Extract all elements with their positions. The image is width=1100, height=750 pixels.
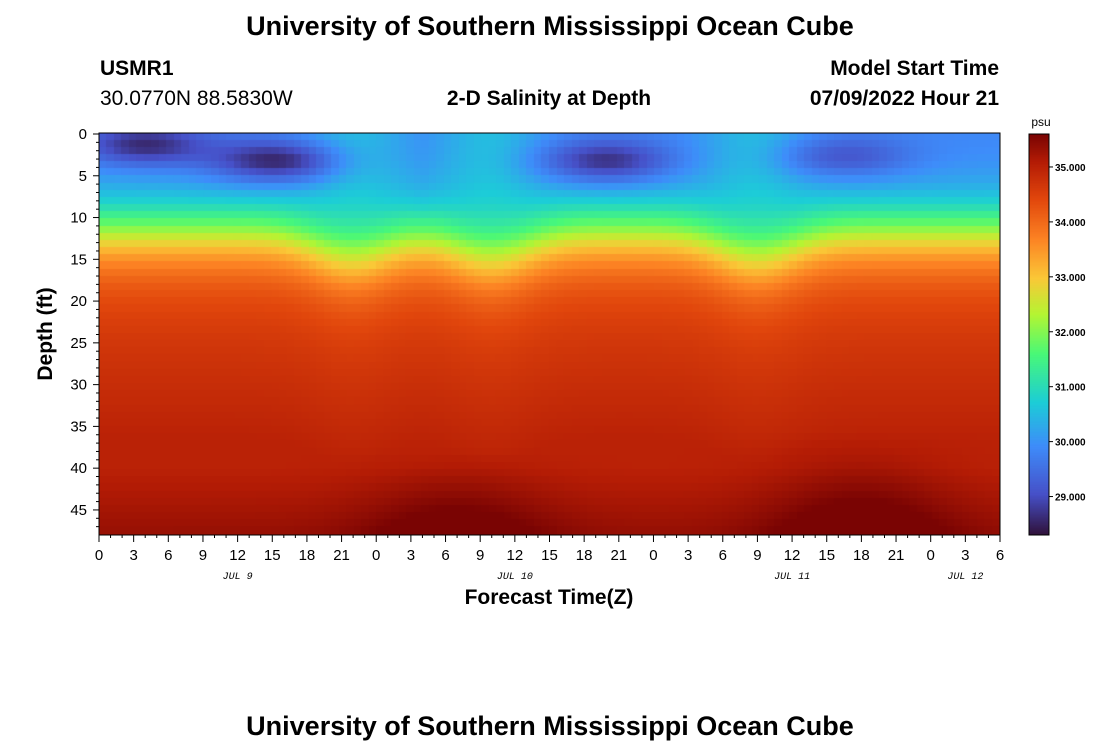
x-tick-label: 0 [372,547,380,564]
y-tick-label: 5 [79,168,87,185]
model-start-label: Model Start Time [830,57,999,80]
date-labels: JUL 9 JUL 10 JUL 11 JUL 12 [223,572,984,583]
y-axis-label: Depth (ft) [34,287,57,380]
colorbar-canvas-holder [1029,134,1049,535]
y-tick-label: 0 [79,126,87,143]
x-tick-label: 3 [129,547,137,564]
colorbar-tick-label: 30.000 [1055,438,1086,449]
model-start-value: 07/09/2022 Hour 21 [810,87,999,110]
colorbar-tick-label: 31.000 [1055,383,1086,394]
x-tick-label: 15 [541,547,558,564]
x-tick-label: 6 [441,547,449,564]
colorbar-ticks: 29.000 30.000 31.000 32.000 33.000 34.000 35.0… [1049,163,1086,504]
station-id: USMR1 [100,57,174,80]
y-tick-label: 15 [70,251,87,268]
x-tick-label: 9 [476,547,484,564]
x-tick-label: 9 [199,547,207,564]
x-tick-label: 0 [95,547,103,564]
heatmap-area [98,132,1001,536]
x-tick-label: 21 [610,547,627,564]
x-tick-label: 6 [719,547,727,564]
y-tick-label: 30 [70,377,87,394]
colorbar-tick-label: 32.000 [1055,328,1086,339]
y-tick-label: 40 [70,460,87,477]
colorbar: psu 29.000 30.000 31.000 32.000 33.000 34.000… [1028,115,1086,536]
x-tick-label: 15 [264,547,281,564]
colorbar-gradient [1029,134,1049,535]
x-tick-label: 6 [164,547,172,564]
salinity-heatmap [99,133,1000,535]
y-axis: 0 5 10 15 20 25 30 35 40 45 [70,126,99,528]
x-tick-label: 3 [961,547,969,564]
x-tick-label: 18 [576,547,593,564]
x-tick-label: 0 [649,547,657,564]
x-axis-label: Forecast Time(Z) [465,586,634,609]
y-tick-label: 25 [70,335,87,352]
x-tick-label: 3 [684,547,692,564]
x-tick-label: 18 [853,547,870,564]
x-tick-label: 21 [888,547,905,564]
x-tick-label: 21 [333,547,350,564]
x-tick-label: 6 [996,547,1004,564]
x-tick-label: 15 [818,547,835,564]
x-axis: 0 3 6 9 12 15 18 21 0 3 6 9 12 15 18 21 0 3 6 9 12 15 18 21 0 3 6 [95,535,1004,564]
chart-title: 2-D Salinity at Depth [447,87,651,110]
colorbar-tick-label: 34.000 [1055,218,1086,229]
x-tick-label: 18 [299,547,316,564]
heatmap-canvas-holder [99,133,1000,535]
x-tick-label: 9 [753,547,761,564]
colorbar-tick-label: 35.000 [1055,163,1086,174]
date-label: JUL 11 [774,572,810,583]
colorbar-tick-label: 33.000 [1055,273,1086,284]
y-tick-label: 20 [70,293,87,310]
y-tick-label: 35 [70,418,87,435]
x-tick-label: 0 [927,547,935,564]
colorbar-unit: psu [1031,115,1050,129]
page-title: University of Southern Mississippi Ocean… [246,11,854,41]
date-label: JUL 12 [947,572,983,583]
y-tick-label: 10 [70,210,87,227]
colorbar-tick-label: 29.000 [1055,493,1086,504]
station-coords: 30.0770N 88.5830W [100,87,293,110]
colorbar-border [1028,133,1050,536]
x-tick-label: 12 [507,547,524,564]
date-label: JUL 9 [223,572,253,583]
x-tick-label: 12 [784,547,801,564]
date-label: JUL 10 [497,572,533,583]
x-tick-label: 12 [229,547,246,564]
footer-title: University of Southern Mississippi Ocean… [246,711,854,741]
y-tick-label: 45 [70,502,87,519]
x-tick-label: 3 [407,547,415,564]
